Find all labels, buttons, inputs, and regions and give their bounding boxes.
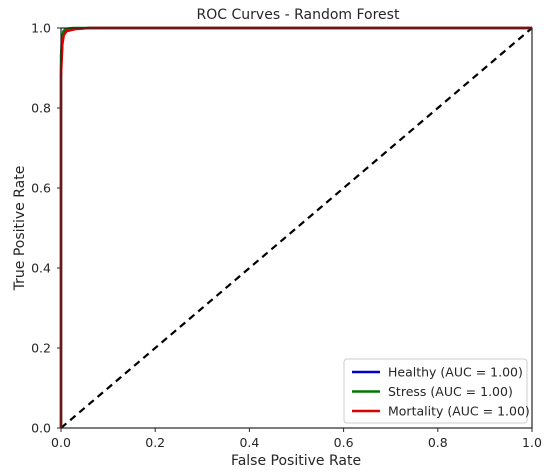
y-tick-label: 0.4 — [31, 261, 51, 276]
x-axis-ticks: 0.0 0.2 0.4 0.6 0.8 1.0 — [51, 428, 542, 450]
reference-diagonal-line — [60, 27, 533, 429]
y-tick-label: 0.2 — [31, 341, 51, 356]
y-axis-ticks: 0.0 0.2 0.4 0.6 0.8 1.0 — [31, 21, 61, 436]
legend: Healthy (AUC = 1.00) Stress (AUC = 1.00) M… — [343, 358, 530, 424]
legend-label: Mortality (AUC = 1.00) — [388, 404, 530, 419]
legend-label: Healthy (AUC = 1.00) — [388, 365, 523, 380]
y-tick-label: 0.8 — [31, 101, 51, 116]
x-tick-label: 0.2 — [145, 435, 165, 450]
x-tick-label: 1.0 — [522, 435, 542, 450]
plot-frame — [60, 27, 533, 429]
x-tick-label: 0.8 — [428, 435, 448, 450]
legend-box — [343, 358, 528, 424]
x-tick-label: 0.0 — [51, 435, 71, 450]
y-tick-label: 0.0 — [31, 421, 51, 436]
legend-label: Stress (AUC = 1.00) — [388, 384, 513, 399]
chart-title: ROC Curves - Random Forest — [197, 7, 400, 23]
y-tick-label: 1.0 — [31, 21, 51, 36]
y-tick-label: 0.6 — [31, 181, 51, 196]
y-axis-label: True Positive Rate — [12, 166, 28, 292]
x-tick-label: 0.6 — [334, 435, 354, 450]
x-axis-label: False Positive Rate — [231, 453, 361, 469]
x-tick-label: 0.4 — [239, 435, 259, 450]
